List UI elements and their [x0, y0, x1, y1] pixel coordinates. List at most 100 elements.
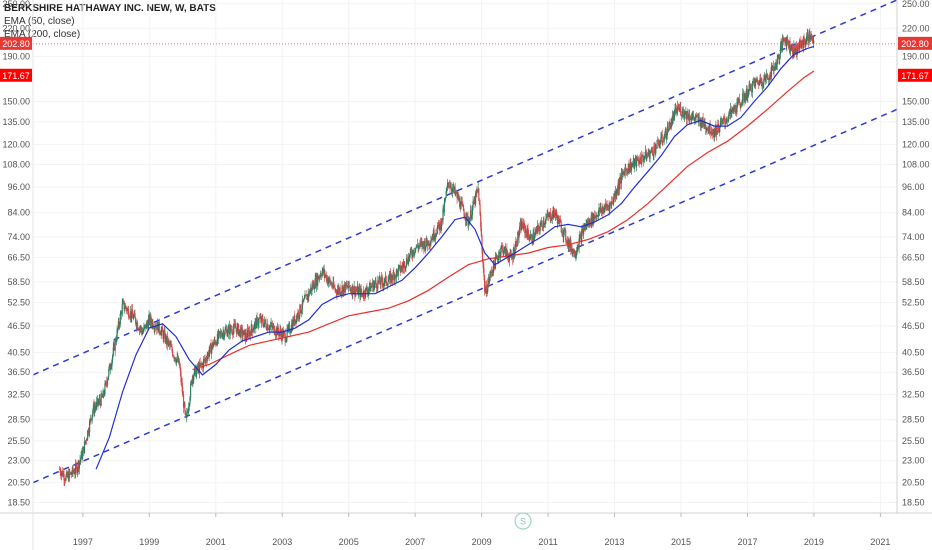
candle-body [768, 79, 771, 81]
candle-body [606, 205, 608, 208]
candle-body [608, 206, 610, 211]
candle-body [99, 401, 102, 406]
candle-body [759, 78, 761, 82]
candle-body [266, 324, 268, 331]
candle-body [213, 339, 215, 344]
candle-body [460, 201, 463, 203]
candle-body [531, 243, 534, 244]
candle-body [242, 335, 244, 337]
candle-body [233, 323, 235, 329]
candle-body [582, 229, 584, 234]
candle-body [371, 286, 373, 288]
candle-body [614, 191, 617, 197]
y-tick-label-right: 40.50 [902, 347, 925, 357]
candle-body [475, 192, 477, 205]
candle-body [259, 317, 261, 319]
candle-body [501, 245, 504, 247]
candle-body [742, 93, 744, 95]
symbol-watermark: S [514, 512, 532, 530]
candle-body [522, 226, 524, 229]
candle-body [492, 260, 495, 273]
candle-body [487, 278, 489, 284]
candle-body [773, 68, 775, 71]
candle-body [341, 286, 343, 292]
candle-body [392, 272, 394, 281]
y-tick-label-left: 40.50 [7, 347, 30, 357]
candle-body [644, 156, 646, 159]
candle-body [169, 344, 171, 346]
candle-body [469, 218, 471, 225]
candle-body [668, 130, 670, 132]
candle-body [788, 40, 790, 48]
candle-body [113, 343, 116, 351]
candle-body [757, 80, 759, 84]
candle-body [547, 215, 550, 217]
candle-body [618, 183, 620, 190]
candle-body [611, 201, 613, 203]
candle-body [462, 204, 464, 206]
candle-body [400, 270, 402, 272]
candle-body [61, 470, 63, 473]
candle-body [262, 318, 264, 324]
candle-body [180, 371, 182, 382]
candle-body [542, 226, 544, 228]
candle-body [600, 209, 603, 212]
candle-body [807, 41, 810, 43]
candle-body [719, 127, 721, 133]
candle-body [652, 154, 654, 156]
candle-body [135, 317, 137, 324]
candle-body [742, 93, 744, 104]
candle-body [312, 282, 314, 288]
y-tick-label-left: 250.00 [2, 0, 30, 9]
candle-body [437, 222, 439, 228]
candle-body [511, 257, 513, 259]
candle-body [659, 142, 661, 145]
candle-body [458, 198, 460, 201]
candle-body [645, 150, 647, 160]
candle-body [432, 229, 435, 240]
candle-body [260, 316, 263, 323]
candle-body [151, 322, 153, 326]
candle-body [331, 283, 333, 287]
candle-body [136, 322, 139, 329]
candle-body [795, 44, 798, 55]
candle-body [161, 327, 164, 332]
candle-body [110, 367, 112, 370]
candle-body [522, 222, 525, 229]
candle-body [770, 65, 773, 78]
candle-body [361, 293, 364, 297]
candle-body [313, 288, 316, 290]
candle-body [688, 114, 690, 120]
candle-body [399, 265, 401, 272]
candle-body [241, 328, 243, 337]
candle-body [319, 274, 321, 278]
candle-body [597, 216, 599, 218]
candle-body [209, 343, 212, 346]
candle-body [702, 117, 704, 124]
candle-body [189, 397, 191, 404]
candle-body [558, 219, 560, 224]
candle-body [735, 105, 737, 112]
candle-body [583, 228, 585, 231]
candle-body [121, 304, 123, 315]
candle-body [680, 107, 682, 116]
candle-body [568, 240, 570, 248]
candle-body [97, 398, 99, 405]
candle-body [67, 473, 70, 481]
y-tick-label-left: 28.50 [7, 415, 30, 425]
candle-body [489, 271, 491, 278]
candle-body [456, 192, 458, 199]
candle-body [424, 241, 426, 250]
candle-body [544, 222, 546, 225]
candle-body [348, 281, 350, 287]
candle-body [466, 213, 468, 221]
candle-body [434, 238, 436, 239]
candle-body [165, 335, 167, 344]
y-tick-label-left: 25.50 [7, 436, 30, 446]
candle-body [396, 269, 398, 271]
candle-body [588, 220, 590, 224]
candle-body [606, 205, 608, 208]
candle-body [464, 217, 466, 221]
candle-body [92, 404, 95, 411]
